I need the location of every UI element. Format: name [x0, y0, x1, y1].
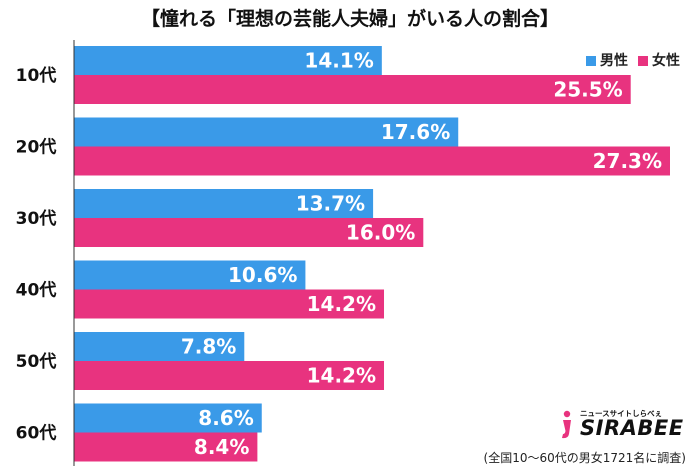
- data-label-female: 16.0%: [346, 221, 415, 245]
- data-label-female: 14.2%: [307, 292, 376, 316]
- sirabee-logo: ニュースサイトしらべぇ SIRABEE: [556, 408, 683, 444]
- data-label-female: 27.3%: [593, 149, 662, 173]
- legend-label-male: 男性: [600, 53, 628, 69]
- chart-title: 【憧れる「理想の芸能人夫婦」がいる人の割合】: [140, 8, 559, 30]
- legend: 男性 女性: [586, 50, 680, 70]
- bar-female: [74, 146, 670, 176]
- data-label-male: 14.1%: [304, 49, 373, 73]
- bar-male: [74, 46, 382, 75]
- data-label-male: 7.8%: [181, 335, 236, 359]
- legend-label-female: 女性: [652, 53, 680, 69]
- data-label-male: 8.6%: [198, 406, 253, 430]
- legend-swatch-male: [586, 56, 596, 66]
- legend-item-female: 女性: [638, 50, 680, 70]
- category-label: 60代: [16, 423, 57, 444]
- legend-swatch-female: [638, 56, 648, 66]
- data-label-male: 13.7%: [296, 192, 365, 216]
- data-label-female: 8.4%: [194, 435, 249, 459]
- bar-female: [74, 75, 631, 104]
- data-label-female: 14.2%: [307, 364, 376, 388]
- logo-brand: SIRABEE: [580, 416, 684, 440]
- logo-tagline: ニュースサイトしらべぇ: [580, 409, 663, 418]
- bar-female: [74, 432, 258, 462]
- bar-female: [74, 289, 385, 319]
- bar-male: [74, 403, 262, 433]
- bar-male: [74, 332, 245, 361]
- data-label-male: 10.6%: [228, 263, 297, 287]
- bar-male: [74, 117, 459, 147]
- legend-item-male: 男性: [586, 50, 628, 70]
- data-label-male: 17.6%: [381, 120, 450, 144]
- bar-female: [74, 361, 385, 390]
- category-label: 20代: [16, 137, 57, 158]
- logo-i-mark-icon: [562, 410, 571, 439]
- category-label: 10代: [16, 65, 57, 86]
- bar-male: [74, 189, 374, 218]
- category-label: 30代: [16, 208, 57, 229]
- category-label: 40代: [16, 280, 57, 301]
- category-label: 50代: [16, 351, 57, 372]
- source-note: (全国10〜60代の男女1721名に調査): [483, 451, 686, 465]
- data-label-female: 25.5%: [553, 78, 622, 102]
- bar-male: [74, 260, 306, 290]
- bar-female: [74, 218, 424, 247]
